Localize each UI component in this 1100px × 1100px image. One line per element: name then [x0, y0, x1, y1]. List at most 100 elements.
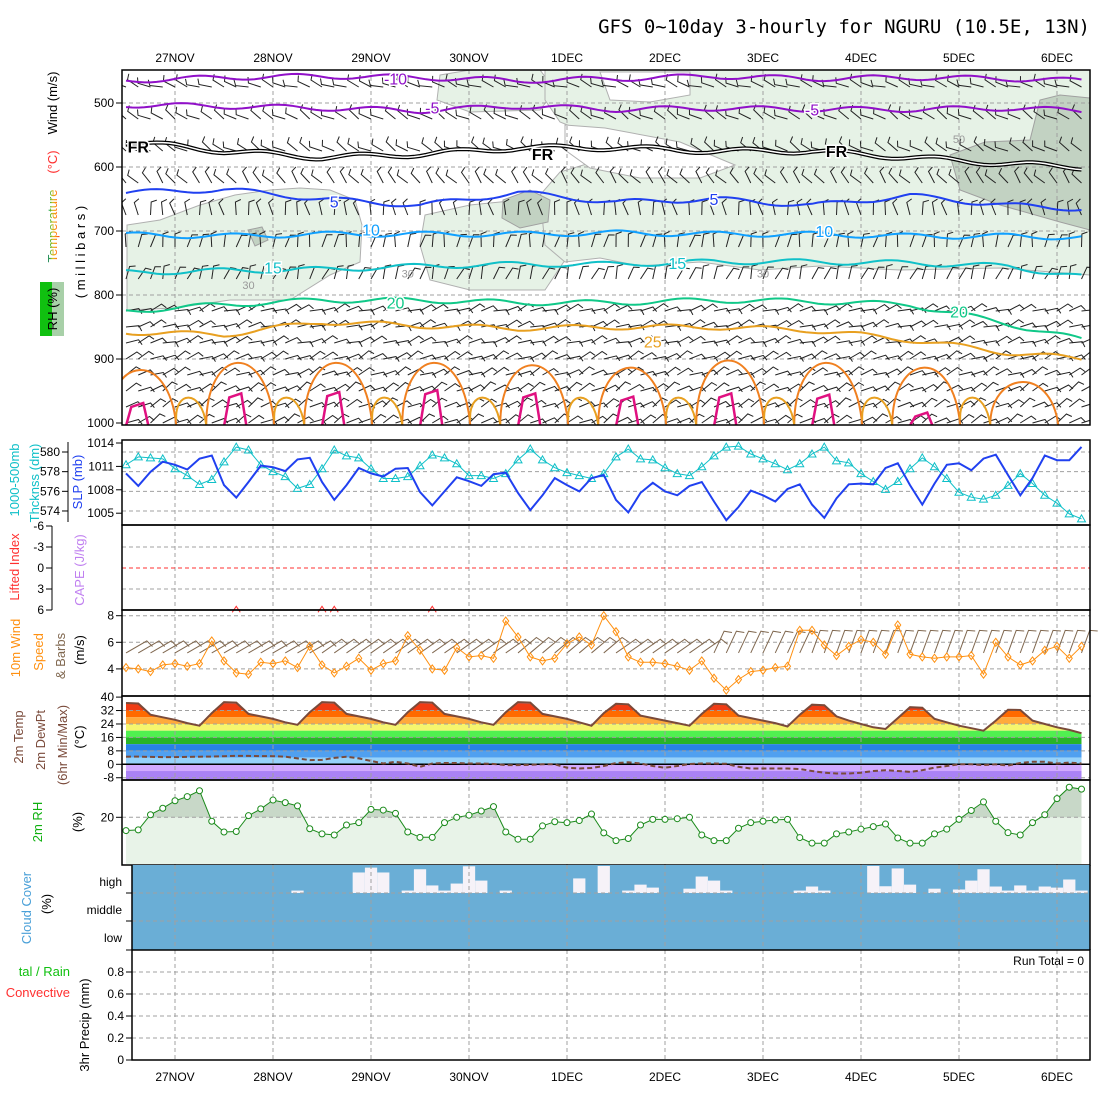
thickness-unit-label: Thcknss (dm)	[27, 444, 42, 523]
day-label-bottom: 29NOV	[351, 1070, 390, 1084]
rh2m-point	[673, 815, 681, 823]
wind-barb	[885, 75, 898, 88]
wind-barb	[482, 137, 494, 152]
wind-barb	[444, 350, 461, 360]
wind-barb	[1019, 415, 1037, 424]
wind-barb	[248, 382, 265, 392]
thickness-point	[1076, 513, 1087, 523]
rh2m-point	[1029, 819, 1036, 827]
wind-barb	[444, 366, 461, 376]
wind-barb	[504, 109, 519, 120]
wind-barb	[321, 351, 339, 360]
wind-barb	[480, 381, 497, 392]
isotherm-35-loop	[321, 390, 346, 425]
cloud-unit-label: (%)	[39, 894, 54, 914]
wind-barb	[628, 106, 641, 120]
wind-barb	[1068, 231, 1075, 248]
wind-barb	[1044, 233, 1055, 248]
wind-barb	[934, 417, 952, 424]
wind-barb	[628, 324, 645, 331]
wind-barb	[958, 371, 976, 378]
day-label-top: 3DEC	[747, 51, 779, 65]
isotherm-25-loop	[861, 396, 894, 425]
cloud-high-bar	[793, 890, 806, 893]
wind-barb	[444, 401, 462, 408]
wind-barb	[1007, 413, 1024, 424]
thickness-point	[170, 463, 180, 473]
wind-barb	[223, 309, 241, 316]
wind-barb	[787, 233, 798, 248]
wind-barb	[689, 335, 706, 344]
wind10m-point	[428, 664, 436, 674]
wind-barb	[531, 169, 543, 184]
wind10m-point	[930, 653, 939, 664]
thickness-point	[905, 463, 915, 473]
wind10m-point	[526, 652, 534, 662]
day-label-bottom: 27NOV	[155, 1070, 194, 1084]
wind-barb	[456, 335, 473, 344]
wind-barb	[261, 73, 274, 88]
wind-barb	[223, 350, 240, 360]
wind-barb	[570, 167, 580, 184]
wind-barb	[517, 414, 534, 424]
wind-barb	[469, 106, 482, 120]
wind-barb	[615, 416, 633, 424]
wind-barb	[934, 74, 948, 88]
wind-barb	[199, 355, 216, 362]
wind-barb	[407, 267, 421, 280]
wind-barb	[236, 386, 253, 392]
wind-barb	[1056, 397, 1073, 408]
wind-label: Wind (m/s)	[45, 72, 60, 135]
thickness-point	[562, 467, 572, 477]
axis-tick-label: 1000	[87, 416, 114, 430]
thickness-point	[464, 470, 474, 480]
temp-band	[126, 737, 1082, 745]
wind10m-barb	[774, 630, 794, 654]
wind-barb	[958, 413, 975, 424]
wind-barb	[701, 340, 719, 347]
temp-band	[126, 717, 1082, 724]
wind10m-barb	[431, 638, 459, 654]
wind-barb	[487, 198, 494, 216]
wind-barb	[260, 307, 278, 314]
wind-barb	[169, 198, 176, 216]
wind-barb	[983, 138, 996, 152]
wind-barb	[468, 338, 486, 344]
cloud-high-bar	[377, 872, 390, 893]
rh2m-point	[171, 797, 179, 805]
wind-barb	[762, 383, 780, 392]
wind-barb	[444, 418, 461, 425]
axis-tick-label: 0	[107, 757, 114, 771]
wind-barb	[948, 168, 960, 184]
wind-barb	[284, 398, 301, 408]
wind-barb	[444, 338, 461, 345]
wind-barb	[370, 386, 388, 393]
wind-barb	[150, 398, 167, 408]
axis-tick-label: 0.6	[107, 987, 124, 1001]
wind-barb	[150, 319, 167, 328]
wind-barb	[368, 79, 384, 88]
upper-air-panel: -10 -5 -5 FR FR FR 5 5 10 10 15 15 20 20 25 30 30 30 50 50…	[87, 69, 1091, 430]
axis-tick-label: 600	[94, 160, 114, 174]
wind10m-point	[808, 625, 816, 636]
cloud-high-bar	[695, 876, 708, 893]
wind-barb	[346, 398, 363, 408]
wind-barb	[946, 107, 960, 120]
rh2m-point	[1078, 785, 1085, 793]
wind10m-line	[125, 614, 1082, 691]
wind10m-point	[685, 665, 694, 676]
wind-barb	[811, 350, 828, 360]
wind-barb	[300, 167, 311, 184]
wind-barb	[1043, 109, 1058, 120]
wind-barb	[848, 139, 862, 152]
wind-barb	[468, 199, 476, 216]
wind-barb	[334, 355, 351, 362]
wind-barb	[421, 137, 433, 152]
wind-barb	[640, 335, 657, 344]
cloud-high-bar	[977, 869, 990, 893]
rh2m-point	[490, 803, 497, 811]
wind-barb	[959, 138, 972, 152]
axis-tick-label: 20	[101, 810, 115, 824]
axis-tick-label: 1008	[87, 483, 114, 497]
wind-barb	[1007, 199, 1014, 216]
